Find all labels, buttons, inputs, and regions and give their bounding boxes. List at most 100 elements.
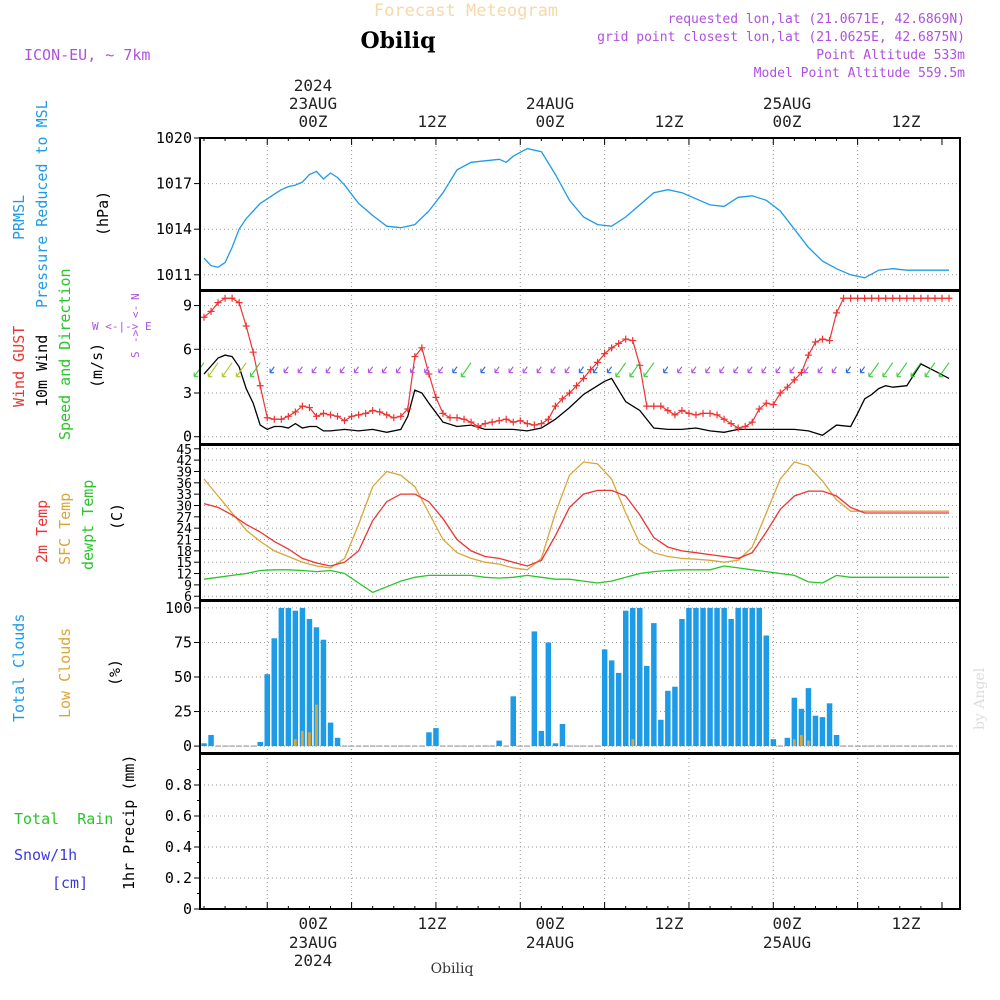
pressure-panel-frame [199,137,961,291]
wind-direction-arrow-52 [564,366,570,374]
precip-ytick-label-4: 0.8 [165,776,192,794]
precip-labels: Total Rain Snow/1h [cm] 1hr Precip (mm) [14,755,138,892]
wind-gust-marker-90 [833,309,841,317]
wind-labels: Wind GUST 10m Wind Speed and Direction (… [10,268,152,440]
wind-gust-marker-58 [608,344,616,352]
cloud-unit: (%) [106,659,124,686]
wind-gust-marker-18 [327,411,335,419]
wind-gust-marker-77 [741,423,749,431]
wind-direction-arrow-32 [424,366,430,374]
wind-gust-marker-38 [467,418,475,426]
total-cloud-bar-8 [257,741,263,746]
temp-ytick-label-8: 30 [176,499,192,514]
total-cloud-bar-47 [531,631,538,747]
temp-ytick-label-1: 9 [184,579,192,594]
wind-gust-marker-49 [544,415,552,423]
total-cloud-bar-9 [264,674,270,747]
low-cloud-bar-4 [631,739,635,747]
wind-gust-marker-39 [474,423,482,431]
wind-gust-marker-88 [818,335,826,343]
temp-ytick-label-12: 42 [176,454,192,469]
temp-2m-line [203,489,949,567]
wind-direction-arrow-96 [868,362,880,378]
wind-gust-marker-1 [207,307,215,315]
total-cloud-bar-16 [313,627,320,747]
wind-gust-marker-12 [284,412,292,420]
pressure-ytick-label-3: 1020 [156,129,192,147]
wind-gust-marker-27 [390,414,398,422]
total-cloud-bar-76 [735,607,741,747]
clouds-ytick-label-2: 50 [174,668,192,686]
wind-direction-arrow-70 [691,366,697,374]
wind-gust-marker-48 [537,420,545,428]
total-clouds-label: Total Clouds [10,614,28,722]
location-title: Obiliq [360,28,435,54]
total-cloud-bar-85 [798,708,805,747]
wind-gust-marker-26 [383,411,391,419]
wind-gust-marker-83 [783,383,791,391]
wind-gust-marker-104 [931,294,939,302]
wind-gust-marker-98 [889,294,897,302]
wind-gust-marker-95 [868,294,876,302]
top-tick-label-1: 12Z [418,112,447,131]
total-cloud-bar-77 [742,607,748,747]
wind-gust-marker-69 [685,409,693,417]
temp-ytick-label-9: 33 [176,488,192,503]
wind-gust-marker-67 [671,411,679,419]
total-cloud-bar-33 [433,728,439,747]
clouds-ytick-label-0: 0 [183,737,192,755]
wind-direction-arrow-42 [494,366,500,374]
total-cloud-bar-62 [637,607,643,747]
wind-gust-marker-57 [601,350,609,358]
pressure-label-desc: Pressure Reduced to MSL [33,100,51,308]
wind-gust-marker-87 [811,338,819,346]
wind-gust-marker-23 [362,409,370,417]
total-cloud-bar-63 [644,665,650,746]
wind-gust-marker-8 [256,382,264,390]
wind-gust-marker-53 [573,382,580,390]
total-cloud-bar-1 [208,735,214,747]
wind-gust-marker-34 [439,409,447,417]
wind-gust-marker-89 [826,337,834,345]
total-cloud-bar-68 [679,619,685,747]
top-date-label-2: 25AUG [763,94,811,113]
compass-vertical-arrow-top: <- [129,305,142,318]
wind-direction-arrow-80 [761,366,767,374]
chart-title: Forecast Meteogram [374,1,558,21]
total-cloud-bar-0 [201,743,207,747]
pressure-line [203,147,949,279]
wind-direction-arrow-62 [629,362,641,378]
wind-gust-marker-21 [348,412,356,420]
total-cloud-bar-72 [707,607,713,747]
wind-gust-marker-10 [270,415,278,423]
wind-gust-marker-0 [200,313,208,321]
temp-ytick-label-2: 12 [176,568,192,583]
watermark: by Angel [972,667,988,730]
wind-gust-marker-82 [776,389,784,397]
wind-direction-arrow-24 [367,366,374,374]
wind-direction-arrow-8 [249,362,261,378]
wind-gust-marker-91 [840,294,848,302]
wind-gust-marker-19 [334,412,342,420]
temp-ytick-label-11: 39 [176,465,192,480]
temp-ytick-label-5: 21 [176,534,192,549]
wind-direction-arrow-100 [896,362,908,378]
wind-direction-arrow-46 [522,366,528,374]
wind-gust-marker-92 [847,294,855,302]
wind-direction-arrow-44 [508,366,514,374]
pressure-labels: PRMSL Pressure Reduced to MSL (hPa) [10,100,112,308]
grid-layer [200,137,960,910]
wind-ytick-label-0: 0 [183,428,192,446]
wind-gust-marker-72 [706,409,714,417]
compass-south: S [129,351,142,358]
wind-gust-marker-5 [235,299,243,307]
bottom-time-axis: 00Z 12Z 00Z 12Z 00Z 12Z 23AUG 24AUG 25AU… [289,914,921,977]
wind-direction-arrow-72 [705,366,711,374]
total-cloud-bar-81 [770,739,777,747]
pressure-unit: (hPa) [94,191,112,236]
total-cloud-bar-13 [292,610,299,747]
low-cloud-bar-2 [308,732,311,747]
total-cloud-bar-83 [784,737,791,747]
wind-gust-marker-20 [341,417,349,425]
total-cloud-bar-73 [714,607,720,747]
